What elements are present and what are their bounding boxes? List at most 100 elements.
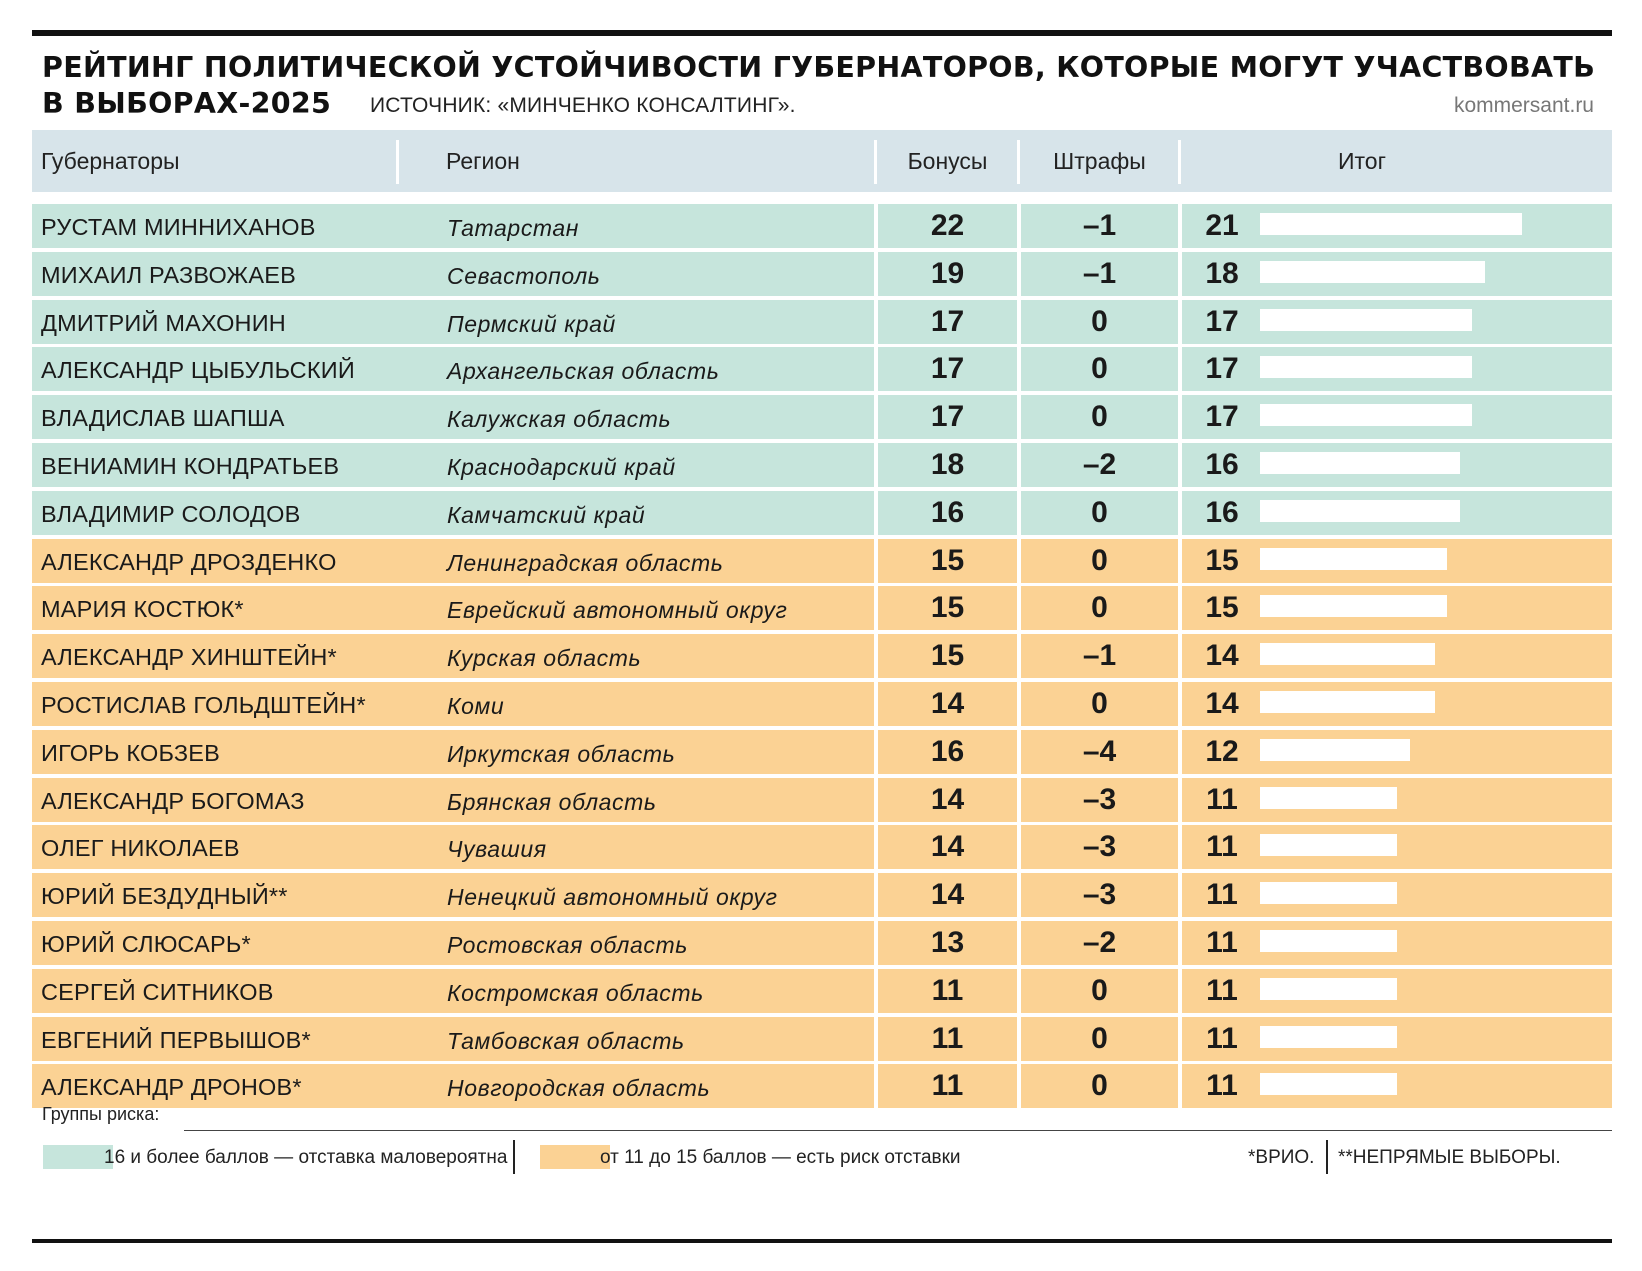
governor-name: ЮРИЙ СЛЮСАРЬ*: [41, 931, 251, 957]
name-region-cell: АЛЕКСАНДР ХИНШТЕЙН* Курская область: [32, 634, 874, 679]
total-cell: 14: [1182, 634, 1612, 679]
region-name: Новгородская область: [447, 1075, 711, 1102]
region-name: Коми: [447, 693, 505, 719]
region-name: Краснодарский край: [447, 454, 676, 480]
bonus-value: 11: [931, 973, 964, 1007]
total-cell: 17: [1182, 347, 1612, 392]
region-name: Ленинградская область: [447, 549, 724, 576]
penalty-value: 0: [1091, 352, 1108, 386]
penalty-value: 0: [1091, 973, 1108, 1007]
total-cell: 11: [1182, 777, 1612, 822]
total-cell: 11: [1182, 1016, 1612, 1061]
total-value: 11: [1206, 1021, 1238, 1055]
penalty-value: –3: [1082, 878, 1117, 912]
table-row: ДМИТРИЙ МАХОНИН Пермский край 17 0 17: [32, 299, 1612, 344]
penalty-cell: 0: [1021, 968, 1178, 1013]
bonus-value: 14: [930, 687, 965, 720]
penalty-value: –4: [1082, 734, 1117, 768]
total-cell: 12: [1182, 729, 1612, 774]
bonus-value: 15: [930, 591, 965, 625]
total-value: 17: [1205, 352, 1239, 386]
total-value: 15: [1205, 543, 1239, 577]
bonus-value: 19: [930, 256, 965, 290]
table-row: АЛЕКСАНДР БОГОМАЗ Брянская область 14 –3 11: [32, 777, 1612, 822]
penalty-cell: 0: [1021, 586, 1178, 631]
penalty-cell: –1: [1021, 251, 1178, 296]
bonus-value: 14: [930, 878, 965, 912]
bonus-cell: 16: [878, 729, 1017, 774]
penalty-value: 0: [1091, 495, 1108, 529]
total-bar: [1260, 834, 1398, 857]
penalty-cell: 0: [1021, 1016, 1178, 1061]
total-bar: [1260, 452, 1460, 474]
bonus-cell: 15: [878, 634, 1017, 679]
governor-name: АЛЕКСАНДР ДРОНОВ*: [41, 1074, 302, 1101]
bonus-cell: 15: [878, 586, 1017, 631]
chart-title: РЕЙТИНГ ПОЛИТИЧЕСКОЙ УСТОЙЧИВОСТИ ГУБЕРН…: [42, 50, 1602, 122]
bonus-value: 17: [930, 304, 965, 338]
penalty-value: –3: [1082, 830, 1117, 864]
total-bar: [1260, 547, 1448, 570]
governor-name: АЛЕКСАНДР ЦЫБУЛЬСКИЙ: [41, 357, 355, 384]
name-region-cell: МАРИЯ КОСТЮК* Еврейский автономный округ: [32, 586, 874, 631]
total-bar: [1260, 1025, 1398, 1048]
title-line-2: В ВЫБОРАХ-2025: [42, 87, 332, 120]
region-name: Курская область: [447, 645, 642, 672]
penalty-cell: –1: [1021, 634, 1178, 679]
region-name: Калужская область: [447, 406, 672, 433]
total-bar: [1260, 643, 1435, 666]
total-bar: [1260, 691, 1435, 713]
bonus-cell: 11: [878, 1016, 1017, 1061]
total-bar: [1260, 882, 1398, 905]
bonus-cell: 22: [878, 204, 1017, 248]
table-row: ВЕНИАМИН КОНДРАТЬЕВ Краснодарский край 18 –…: [32, 443, 1612, 487]
bonus-cell: 19: [878, 251, 1017, 296]
table-row: АЛЕКСАНДР ДРОНОВ* Новгородская область 11 0…: [32, 1064, 1612, 1109]
header-bonus: Бонусы: [907, 148, 988, 174]
table-row: ЮРИЙ БЕЗДУДНЫЙ** Ненецкий автономный окру…: [32, 873, 1612, 918]
total-cell: 15: [1182, 586, 1612, 631]
total-value: 15: [1205, 591, 1239, 625]
governor-name: РУСТАМ МИННИХАНОВ: [41, 214, 316, 240]
table-row: АЛЕКСАНДР ХИНШТЕЙН* Курская область 15 –1 14: [32, 634, 1612, 679]
penalty-value: 0: [1091, 591, 1108, 625]
bonus-value: 17: [930, 352, 965, 386]
region-name: Иркутская область: [447, 740, 676, 767]
table-row: СЕРГЕЙ СИТНИКОВ Костромская область 11 0 11: [32, 968, 1612, 1013]
governor-name: ЕВГЕНИЙ ПЕРВЫШОВ*: [41, 1026, 311, 1053]
total-bar: [1260, 356, 1473, 379]
name-region-cell: СЕРГЕЙ СИТНИКОВ Костромская область: [32, 968, 874, 1013]
name-region-cell: ВЕНИАМИН КОНДРАТЬЕВ Краснодарский край: [32, 443, 874, 487]
header-governors: Губернаторы: [41, 148, 180, 174]
penalty-cell: –4: [1021, 729, 1178, 774]
penalty-value: –1: [1082, 209, 1117, 242]
region-name: Костромская область: [447, 979, 704, 1006]
region-name: Брянская область: [447, 788, 657, 815]
total-cell: 11: [1182, 921, 1612, 965]
name-region-cell: АЛЕКСАНДР ДРОНОВ* Новгородская область: [32, 1064, 874, 1109]
legend-divider: [513, 1140, 515, 1174]
total-value: 16: [1205, 495, 1239, 529]
total-bar: [1260, 738, 1410, 761]
total-cell: 21: [1182, 204, 1612, 248]
bonus-value: 22: [930, 209, 965, 242]
total-value: 16: [1205, 448, 1239, 481]
table-row: РУСТАМ МИННИХАНОВ Татарстан 22 –1 21: [32, 204, 1612, 248]
total-bar: [1260, 213, 1522, 235]
table-row: АЛЕКСАНДР ЦЫБУЛЬСКИЙ Архангельская област…: [32, 347, 1612, 392]
table-row: МАРИЯ КОСТЮК* Еврейский автономный округ 1…: [32, 586, 1612, 631]
total-value: 12: [1205, 734, 1239, 768]
region-name: Чувашия: [447, 836, 547, 863]
governor-name: ЮРИЙ БЕЗДУДНЫЙ**: [41, 883, 288, 910]
source-note: ИСТОЧНИК: «МИНЧЕНКО КОНСАЛТИНГ».: [370, 94, 796, 117]
bonus-value: 15: [930, 543, 965, 577]
name-region-cell: ЮРИЙ БЕЗДУДНЫЙ** Ненецкий автономный окру…: [32, 873, 874, 918]
total-value: 11: [1206, 782, 1238, 816]
penalty-value: 0: [1091, 687, 1108, 720]
governor-name: АЛЕКСАНДР ДРОЗДЕНКО: [41, 548, 337, 575]
total-cell: 11: [1182, 1064, 1612, 1109]
total-cell: 15: [1182, 538, 1612, 583]
governor-name: РОСТИСЛАВ ГОЛЬДШТЕЙН*: [41, 692, 366, 718]
name-region-cell: ВЛАДИСЛАВ ШАПША Калужская область: [32, 395, 874, 440]
total-bar: [1260, 499, 1460, 522]
